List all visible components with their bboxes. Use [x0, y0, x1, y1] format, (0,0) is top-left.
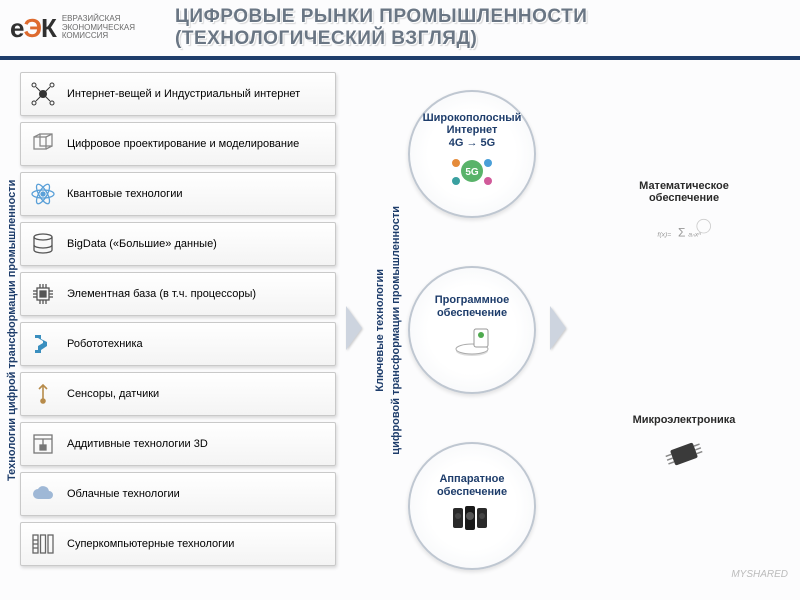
right-column: Математическое обеспечение f(x)= Σaₙxⁿ Ми… — [572, 60, 800, 596]
circles-list: Широкополосный Интернет 4G → 5G 5G Прогр… — [404, 72, 540, 588]
cad-icon — [29, 130, 57, 158]
logo-subtitle: ЕВРАЗИЙСКАЯ экономическая комиссия — [62, 15, 135, 40]
tech-item: BigData («Большие» данные) — [20, 222, 336, 266]
tech-item-label: BigData («Большие» данные) — [67, 238, 217, 250]
circle-software: Программное обеспечение — [408, 266, 536, 394]
iot-icon — [29, 80, 57, 108]
tech-item-label: Интернет-вещей и Индустриальный интернет — [67, 88, 300, 100]
svg-text:aₙxⁿ: aₙxⁿ — [688, 231, 701, 238]
svg-text:5G: 5G — [465, 167, 479, 178]
tech-list: Интернет-вещей и Индустриальный интернет… — [20, 72, 336, 588]
watermark: MYSHARED — [731, 569, 788, 580]
right-item-math: Математическое обеспечение f(x)= Σaₙxⁿ — [576, 180, 792, 255]
svg-text:Σ: Σ — [678, 225, 685, 239]
tech-item-label: Аддитивные технологии 3D — [67, 438, 208, 450]
bigdata-icon — [29, 230, 57, 258]
robot-icon — [29, 330, 57, 358]
tech-item: Элементная база (в т.ч. процессоры) — [20, 272, 336, 316]
tech-item: Суперкомпьютерные технологии — [20, 522, 336, 566]
tech-item-label: Цифровое проектирование и моделирование — [67, 138, 299, 150]
tech-item: Квантовые технологии — [20, 172, 336, 216]
tech-item: Облачные технологии — [20, 472, 336, 516]
page-title: ЦИФРОВЫЕ РЫНКИ ПРОМЫШЛЕННОСТИ (ТЕХНОЛОГИ… — [175, 6, 587, 50]
arrow-1 — [340, 60, 368, 596]
left-vertical-label: Технологии цифрой трансформации промышле… — [4, 72, 20, 588]
tech-item-label: Сенсоры, датчики — [67, 388, 159, 400]
circle-hardware: Аппаратное обеспечение — [408, 442, 536, 570]
circle-title: Аппаратное обеспечение — [437, 473, 507, 498]
tech-item-label: Суперкомпьютерные технологии — [67, 538, 234, 550]
arrow-2 — [544, 60, 572, 596]
tech-item: Аддитивные технологии 3D — [20, 422, 336, 466]
cloud-icon — [29, 480, 57, 508]
sensor-icon — [29, 380, 57, 408]
tech-item: Интернет-вещей и Индустриальный интернет — [20, 72, 336, 116]
chevron-right-icon — [550, 306, 566, 350]
tech-item: Робототехника — [20, 322, 336, 366]
right-item-label: Математическое обеспечение — [639, 180, 729, 205]
tech-item-label: Квантовые технологии — [67, 188, 182, 200]
5g-icon: 5G — [448, 153, 496, 196]
middle-column: Ключевые технологии цифровой трансформац… — [368, 60, 544, 596]
tech-item-label: Облачные технологии — [67, 488, 180, 500]
tech-item: Цифровое проектирование и моделирование — [20, 122, 336, 166]
math-icon: f(x)= Σaₙxⁿ — [654, 211, 714, 255]
chip-icon — [654, 432, 714, 476]
header: еЭК ЕВРАЗИЙСКАЯ экономическая комиссия Ц… — [0, 0, 800, 60]
left-column: Технологии цифрой трансформации промышле… — [0, 60, 340, 596]
logo: еЭК ЕВРАЗИЙСКАЯ экономическая комиссия — [10, 13, 145, 44]
logo-mark: еЭК — [10, 13, 56, 44]
main: Технологии цифрой трансформации промышле… — [0, 60, 800, 596]
circle-title: Широкополосный Интернет 4G → 5G — [423, 112, 522, 150]
hpc-icon — [29, 530, 57, 558]
svg-text:f(x)=: f(x)= — [657, 231, 671, 238]
quantum-icon — [29, 180, 57, 208]
tech-item: Сенсоры, датчики — [20, 372, 336, 416]
mid-vertical-label-1: Ключевые технологии — [372, 259, 388, 402]
right-item-label: Микроэлектроника — [633, 414, 736, 427]
circle-title: Программное обеспечение — [435, 294, 510, 319]
chevron-right-icon — [346, 306, 362, 350]
cpu-icon — [29, 280, 57, 308]
printer3d-icon — [29, 430, 57, 458]
hardware-icon — [447, 502, 497, 539]
software-icon — [450, 323, 494, 366]
right-item-micro: Микроэлектроника — [576, 414, 792, 477]
circle-broadband: Широкополосный Интернет 4G → 5G 5G — [408, 90, 536, 218]
tech-item-label: Робототехника — [67, 338, 143, 350]
tech-item-label: Элементная база (в т.ч. процессоры) — [67, 288, 256, 300]
mid-vertical-label-2: цифровой трансформации промышленности — [388, 196, 404, 465]
